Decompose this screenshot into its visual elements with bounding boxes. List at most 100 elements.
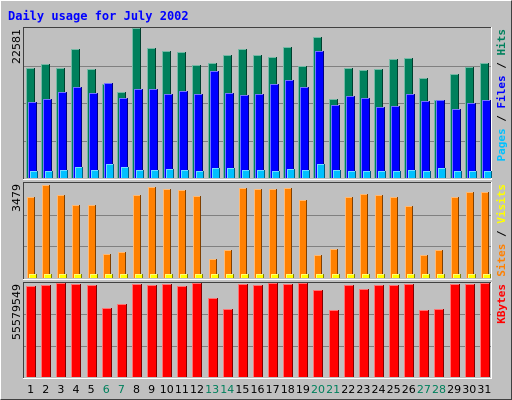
bar-files-day-19 [300,87,309,178]
bar-files-day-25 [391,106,400,178]
bar-files-day-14 [225,93,234,178]
bar-pages-day-20 [317,164,325,178]
bar-files-day-9 [149,89,158,178]
bar-kbytes-day-12 [192,283,202,377]
bar-files-day-31 [482,100,491,178]
bar-kbytes-day-10 [162,284,172,377]
bar-files-day-18 [285,80,294,178]
legend-item: Hits [495,29,508,56]
bar-kbytes-day-5 [87,285,97,377]
bar-files-day-17 [270,84,279,178]
bar-pages-day-17 [272,171,280,178]
bar-pages-day-21 [333,170,341,178]
bar-kbytes-day-21 [329,310,339,377]
bar-pages-day-19 [302,170,310,178]
bar-files-day-29 [452,109,461,178]
bar-sites-day-29 [451,197,459,278]
bar-sites-day-24 [375,195,383,278]
x-tick-day-23: 23 [356,383,370,396]
x-tick-day-21: 21 [326,383,340,396]
bar-visits-day-27 [422,274,430,278]
bar-sites-day-25 [390,197,398,278]
bar-pages-day-5 [91,170,99,178]
bar-kbytes-day-17 [268,283,278,377]
bar-visits-day-14 [226,274,234,278]
bar-visits-day-29 [453,274,461,278]
bar-pages-day-23 [363,171,371,178]
legend-item: KBytes [495,284,508,324]
x-tick-day-16: 16 [251,383,265,396]
bar-kbytes-day-26 [404,284,414,377]
bar-visits-day-10 [165,274,173,278]
bar-kbytes-day-13 [208,298,218,377]
bar-files-day-12 [194,94,203,178]
bar-visits-day-2 [44,274,52,278]
x-tick-day-26: 26 [402,383,416,396]
bar-visits-day-11 [180,274,188,278]
bar-sites-day-26 [405,206,413,278]
bar-files-day-10 [164,94,173,178]
bar-sites-day-9 [148,187,156,278]
bar-sites-day-10 [163,189,171,278]
bar-sites-day-19 [299,200,307,278]
bar-visits-day-31 [483,274,491,278]
bar-kbytes-day-28 [434,309,444,377]
bar-kbytes-day-15 [238,284,248,377]
x-tick-day-8: 8 [133,383,140,396]
x-tick-day-14: 14 [220,383,234,396]
bar-visits-day-23 [362,274,370,278]
bar-pages-day-1 [30,171,38,178]
bar-files-day-15 [240,95,249,178]
bar-files-day-20 [315,51,324,178]
bar-pages-day-3 [60,170,68,178]
bar-sites-day-17 [269,189,277,278]
x-tick-day-28: 28 [432,383,446,396]
x-tick-day-13: 13 [205,383,219,396]
bar-kbytes-day-2 [41,285,51,377]
y-max-label: 3479 [10,184,23,212]
bar-visits-day-6 [105,274,113,278]
bar-pages-day-8 [136,170,144,178]
x-tick-day-27: 27 [417,383,431,396]
bar-sites-day-27 [420,255,428,278]
bar-sites-day-18 [284,188,292,278]
bar-pages-day-2 [45,171,53,178]
legend-separator: / [495,224,508,244]
bar-visits-day-12 [195,274,203,278]
legend-separator: / [495,109,508,129]
bar-visits-day-22 [347,274,355,278]
x-tick-day-6: 6 [103,383,110,396]
bar-sites-day-30 [466,192,474,278]
bar-files-day-27 [421,101,430,178]
x-tick-day-25: 25 [387,383,401,396]
y-max-label: 55579549 [10,284,23,340]
bar-pages-day-6 [106,164,114,178]
bar-sites-day-14 [224,250,232,278]
bar-pages-day-29 [454,171,462,178]
bar-visits-day-25 [392,274,400,278]
bar-files-day-13 [210,71,219,178]
bar-visits-day-19 [301,274,309,278]
legend-separator: / [495,56,508,76]
x-tick-day-29: 29 [447,383,461,396]
x-tick-day-5: 5 [88,383,95,396]
legend-item: Files [495,75,508,108]
x-tick-day-15: 15 [235,383,249,396]
x-tick-day-1: 1 [27,383,34,396]
bar-files-day-2 [43,99,52,178]
bar-pages-day-10 [166,169,174,178]
bar-pages-day-14 [227,168,235,178]
bar-sites-day-6 [103,254,111,278]
bar-sites-day-23 [360,194,368,278]
bar-pages-day-16 [257,170,265,178]
bar-sites-day-20 [314,255,322,278]
bar-sites-day-22 [345,197,353,278]
bar-files-day-7 [119,98,128,178]
legend-item: Sites [495,244,508,277]
bar-pages-day-31 [484,171,492,178]
y-max-label: 22581 [10,29,23,64]
bar-files-day-6 [104,83,113,178]
x-tick-day-2: 2 [42,383,49,396]
bar-sites-day-15 [239,188,247,278]
